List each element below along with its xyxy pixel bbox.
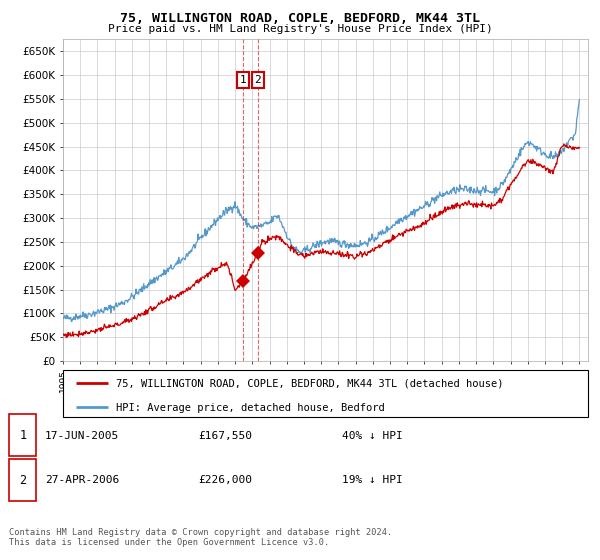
Text: 40% ↓ HPI: 40% ↓ HPI [342,431,403,441]
Text: 27-APR-2006: 27-APR-2006 [45,475,119,486]
Text: HPI: Average price, detached house, Bedford: HPI: Average price, detached house, Bedf… [115,403,384,413]
FancyBboxPatch shape [63,370,588,417]
Text: Contains HM Land Registry data © Crown copyright and database right 2024.
This d: Contains HM Land Registry data © Crown c… [9,528,392,547]
Text: £167,550: £167,550 [198,431,252,441]
Text: 17-JUN-2005: 17-JUN-2005 [45,431,119,441]
Text: Price paid vs. HM Land Registry's House Price Index (HPI): Price paid vs. HM Land Registry's House … [107,24,493,34]
Text: £226,000: £226,000 [198,475,252,486]
Text: 2: 2 [19,474,26,487]
Text: 75, WILLINGTON ROAD, COPLE, BEDFORD, MK44 3TL: 75, WILLINGTON ROAD, COPLE, BEDFORD, MK4… [120,12,480,25]
Text: 1: 1 [19,429,26,442]
Text: 1: 1 [239,74,247,85]
Text: 19% ↓ HPI: 19% ↓ HPI [342,475,403,486]
Text: 75, WILLINGTON ROAD, COPLE, BEDFORD, MK44 3TL (detached house): 75, WILLINGTON ROAD, COPLE, BEDFORD, MK4… [115,379,503,389]
Text: 2: 2 [254,74,261,85]
